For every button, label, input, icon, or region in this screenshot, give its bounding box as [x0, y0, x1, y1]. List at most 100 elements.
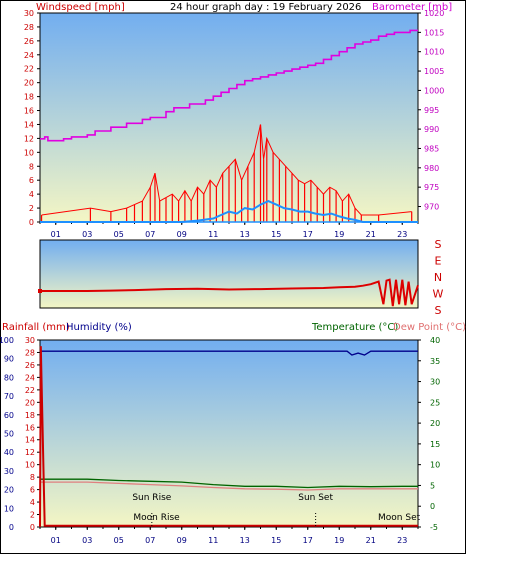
- rainfall-tick-label: 8: [30, 473, 35, 482]
- barometer-tick-label: 980: [424, 164, 439, 173]
- barometer-tick-label: 1015: [424, 28, 444, 37]
- hour-tick-label: 21: [366, 230, 376, 239]
- direction-tick-label: N: [434, 271, 442, 284]
- windspeed-tick-label: 16: [24, 107, 34, 116]
- temperature-label: Temperature (°C): [311, 322, 398, 333]
- barometer-tick-label: 975: [424, 183, 439, 192]
- humidity-tick-label: 40: [4, 448, 14, 457]
- hour-tick-label: 09: [177, 230, 187, 239]
- humidity-tick-label: 20: [4, 486, 14, 495]
- hour-tick-label: 11: [208, 230, 218, 239]
- barometer-axis: 970 975 980 985 990 995 1000 1005 1010 1015 1020: [418, 9, 444, 212]
- wind-direction-panel: [39, 239, 419, 309]
- rainfall-tick-label: 30: [25, 336, 35, 345]
- rainfall-tick-label: 4: [30, 498, 35, 507]
- humidity-tick-label: 10: [4, 504, 14, 513]
- windspeed-tick-label: 4: [29, 190, 34, 199]
- hour-tick-label: 19: [334, 230, 344, 239]
- rain-humidity-temp-series: [39, 346, 418, 528]
- hour-tick-label: 03: [82, 536, 92, 545]
- dewpoint-line: [40, 481, 418, 491]
- temperature-tick-label: 10: [430, 461, 440, 470]
- astro-annotations: Sun Rise Sun Set Moon Rise Moon Set: [132, 493, 421, 527]
- rainfall-tick-label: 22: [25, 386, 35, 395]
- hour-tick-label: 09: [177, 536, 187, 545]
- graph-title: 24 hour graph day : 19 February 2026: [170, 2, 361, 13]
- temperature-tick-label: 35: [430, 357, 440, 366]
- humidity-tick-label: 60: [4, 411, 14, 420]
- rainfall-tick-label: 18: [25, 411, 35, 420]
- temperature-tick-label: 15: [430, 440, 440, 449]
- hour-axis-top: 01 03 05 07 09 11 13 15 17 19 21 23: [39, 222, 419, 239]
- astro-annotation: Moon Rise: [133, 513, 180, 523]
- hour-tick-label: 11: [208, 536, 218, 545]
- windspeed-tick-label: 6: [29, 176, 34, 185]
- barometer-tick-label: 1005: [424, 67, 444, 76]
- humidity-tick-label: 0: [9, 523, 14, 532]
- wind-direction-line: [40, 278, 419, 307]
- windspeed-tick-label: 8: [29, 162, 34, 171]
- hour-tick-label: 13: [240, 230, 250, 239]
- windspeed-tick-label: 2: [29, 204, 34, 213]
- windspeed-tick-label: 14: [24, 120, 34, 129]
- rainfall-tick-label: 0: [30, 523, 35, 532]
- rainfall-tick-label: 20: [25, 398, 35, 407]
- barometer-tick-label: 1020: [424, 9, 444, 18]
- rainfall-label: Rainfall (mm): [2, 322, 70, 333]
- barometer-tick-label: 1010: [424, 48, 444, 57]
- hour-tick-label: 23: [397, 536, 407, 545]
- hour-tick-label: 15: [271, 230, 281, 239]
- temperature-tick-label: 40: [430, 336, 440, 345]
- humidity-tick-label: 30: [4, 467, 14, 476]
- direction-tick-label: E: [435, 255, 442, 268]
- windspeed-tick-label: 0: [29, 218, 34, 227]
- rainfall-tick-label: 6: [30, 486, 35, 495]
- astro-annotation: Sun Set: [298, 493, 333, 503]
- wind-direction-series: [38, 278, 419, 307]
- temperature-tick-label: 30: [430, 378, 440, 387]
- temperature-tick-label: -5: [430, 523, 438, 532]
- humidity-tick-label: 50: [4, 430, 14, 439]
- rainfall-tick-label: 2: [30, 511, 35, 520]
- windspeed-tick-label: 20: [24, 79, 34, 88]
- rainfall-tick-label: 10: [25, 461, 35, 470]
- temperature-tick-label: 0: [430, 502, 435, 511]
- hour-tick-label: 23: [397, 230, 407, 239]
- hour-tick-label: 13: [240, 536, 250, 545]
- hour-tick-label: 01: [51, 230, 61, 239]
- humidity-tick-label: 80: [4, 373, 14, 382]
- temperature-tick-label: 5: [430, 481, 435, 490]
- dewpoint-label: Dew Point (°C): [393, 322, 466, 333]
- windspeed-tick-label: 26: [24, 37, 34, 46]
- outer-border: [0, 0, 466, 554]
- hour-tick-label: 17: [303, 536, 313, 545]
- humidity-tick-label: 70: [4, 392, 14, 401]
- hour-tick-label: 05: [114, 230, 124, 239]
- temperature-tick-label: 25: [430, 398, 440, 407]
- rainfall-tick-label: 24: [25, 373, 35, 382]
- barometer-tick-label: 990: [424, 125, 439, 134]
- hour-tick-label: 07: [145, 536, 155, 545]
- wind-direction-start-marker: [38, 289, 42, 293]
- rainfall-tick-label: 16: [25, 423, 35, 432]
- direction-tick-label: W: [433, 288, 444, 301]
- barometer-tick-label: 970: [424, 203, 439, 212]
- hour-tick-label: 17: [303, 230, 313, 239]
- rain-humidity-temp-panel: [39, 339, 419, 528]
- hour-tick-label: 19: [334, 536, 344, 545]
- rainfall-tick-label: 28: [25, 348, 35, 357]
- humidity-line: [40, 350, 418, 356]
- rainfall-line: [39, 346, 418, 528]
- barometer-label: Barometer [mb]: [372, 2, 452, 13]
- direction-tick-label: S: [435, 304, 442, 317]
- wind-barometer-series: [40, 29, 418, 223]
- barometer-tick-label: 1000: [424, 86, 444, 95]
- windspeed-tick-label: 18: [24, 93, 34, 102]
- humidity-axis: 0 10 20 30 40 50 60 70 80 90 100: [0, 336, 14, 532]
- hour-tick-label: 05: [114, 536, 124, 545]
